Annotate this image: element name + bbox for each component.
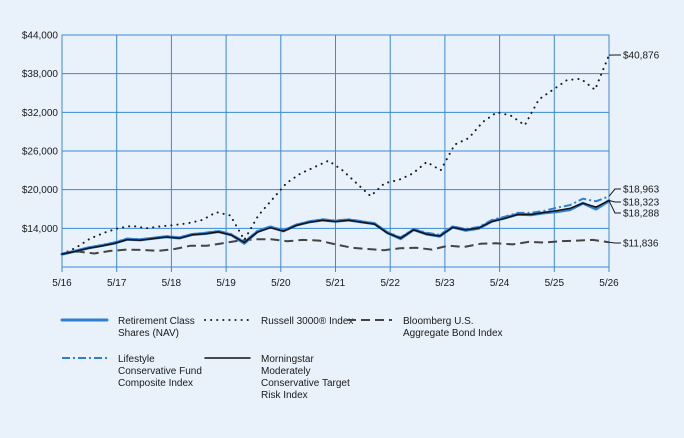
legend-label-4: Moderately xyxy=(261,366,310,377)
x-tick-label: 5/16 xyxy=(52,278,72,289)
end-label-0: $18,288 xyxy=(623,209,660,220)
x-tick-label: 5/21 xyxy=(326,278,346,289)
legend-label-2: Aggregate Bond Index xyxy=(403,328,503,339)
grid xyxy=(62,35,609,272)
y-tick-label: $44,000 xyxy=(22,31,59,42)
x-tick-label: 5/24 xyxy=(490,278,510,289)
y-tick-label: $32,000 xyxy=(22,108,59,119)
end-label-leader xyxy=(609,189,621,196)
end-label-4: $18,323 xyxy=(623,198,660,209)
x-tick-label: 5/23 xyxy=(435,278,455,289)
x-tick-label: 5/22 xyxy=(380,278,400,289)
end-label-leader xyxy=(609,201,621,203)
end-label-1: $40,876 xyxy=(623,51,660,62)
x-tick-label: 5/17 xyxy=(107,278,127,289)
end-label-leader xyxy=(609,242,621,243)
end-label-3: $18,963 xyxy=(623,185,660,196)
end-label-leader xyxy=(609,201,621,213)
legend-label-4: Risk Index xyxy=(261,390,308,401)
legend-label-3: Lifestyle xyxy=(118,354,155,365)
legend-label-3: Conservative Fund xyxy=(118,366,202,377)
legend-label-0: Retirement Class xyxy=(118,316,195,327)
legend-label-0: Shares (NAV) xyxy=(118,328,179,339)
y-tick-label: $20,000 xyxy=(22,185,59,196)
legend-label-4: Morningstar xyxy=(261,354,314,365)
y-tick-label: $26,000 xyxy=(22,147,59,158)
x-tick-label: 5/26 xyxy=(599,278,619,289)
x-tick-label: 5/18 xyxy=(162,278,182,289)
end-label-2: $11,836 xyxy=(623,239,659,250)
y-tick-label: $38,000 xyxy=(22,69,59,80)
legend-label-1: Russell 3000® Index xyxy=(261,316,353,327)
x-tick-label: 5/25 xyxy=(545,278,565,289)
end-labels: $18,288 $40,876 $11,836 $18,963 $18,323 xyxy=(609,51,660,250)
legend-label-3: Composite Index xyxy=(118,378,193,389)
x-tick-label: 5/19 xyxy=(216,278,236,289)
x-tick-label: 5/20 xyxy=(271,278,291,289)
legend-label-4: Conservative Target xyxy=(261,378,350,389)
y-tick-label: $14,000 xyxy=(22,224,59,235)
legend-label-2: Bloomberg U.S. xyxy=(403,316,474,327)
